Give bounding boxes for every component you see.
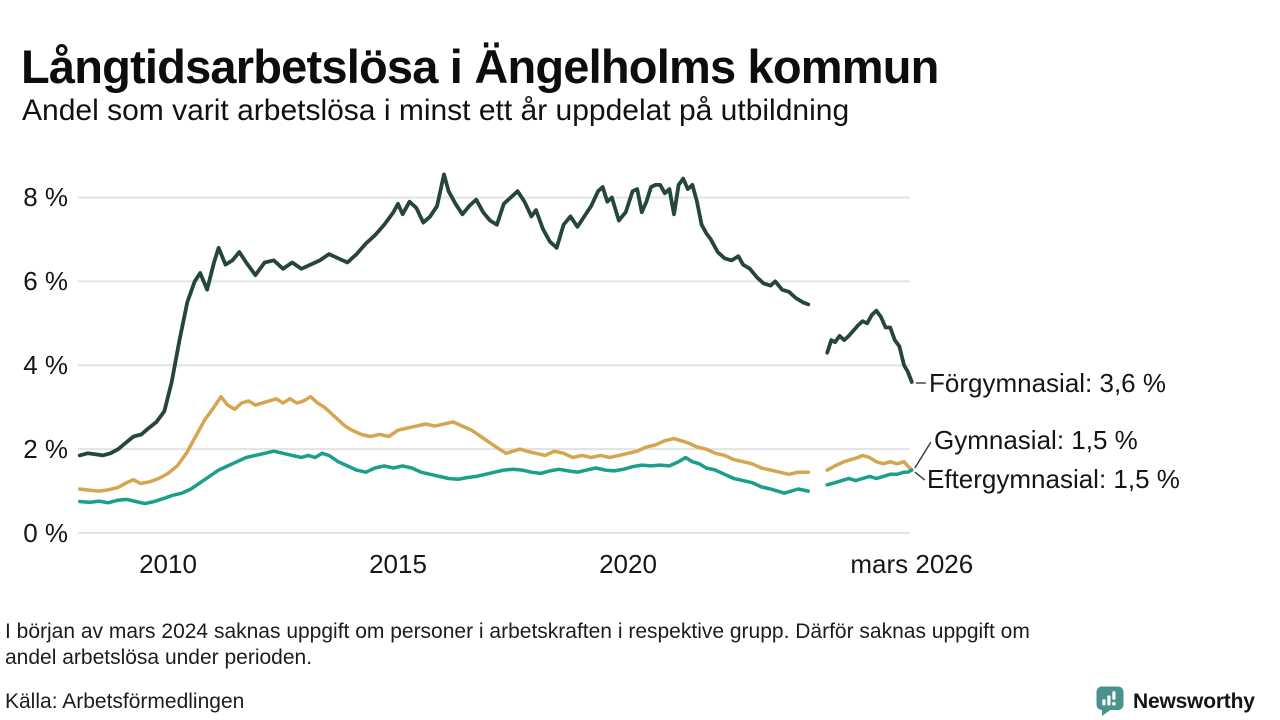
x-axis-tick-label: 2015 [369,549,427,579]
page-title: Långtidsarbetslösa i Ängelholms kommun [21,40,939,94]
series-end-label-forgymnasial: Förgymnasial: 3,6 % [929,368,1166,398]
y-axis-tick-label: 0 % [23,518,68,548]
newsworthy-speech-bubble-bar-chart-icon [1096,686,1124,716]
series-end-label-gymnasial: Gymnasial: 1,5 % [934,425,1138,455]
newsworthy-logo: Newsworthy [1096,686,1255,717]
y-axis-tick-label: 6 % [23,266,68,297]
footnote: I början av mars 2024 saknas uppgift om … [5,619,1030,671]
footnote-line-2: andel arbetslösa under perioden. [5,646,313,669]
x-axis-tick-label: 2020 [599,549,657,579]
footnote-line-1: I början av mars 2024 saknas uppgift om … [5,620,1030,643]
series-end-label-eftergymnasial: Eftergymnasial: 1,5 % [927,464,1180,494]
y-axis-tick-label: 8 % [23,182,68,213]
page-subtitle: Andel som varit arbetslösa i minst ett å… [22,94,850,127]
y-axis-tick-label: 4 % [23,350,68,381]
source-attribution: Källa: Arbetsförmedlingen [5,690,245,713]
x-axis-tick-label: mars 2026 [850,549,974,579]
x-axis-tick-label: 2010 [139,549,197,579]
newsworthy-logo-text: Newsworthy [1133,690,1255,713]
y-axis-tick-label: 2 % [23,434,68,465]
